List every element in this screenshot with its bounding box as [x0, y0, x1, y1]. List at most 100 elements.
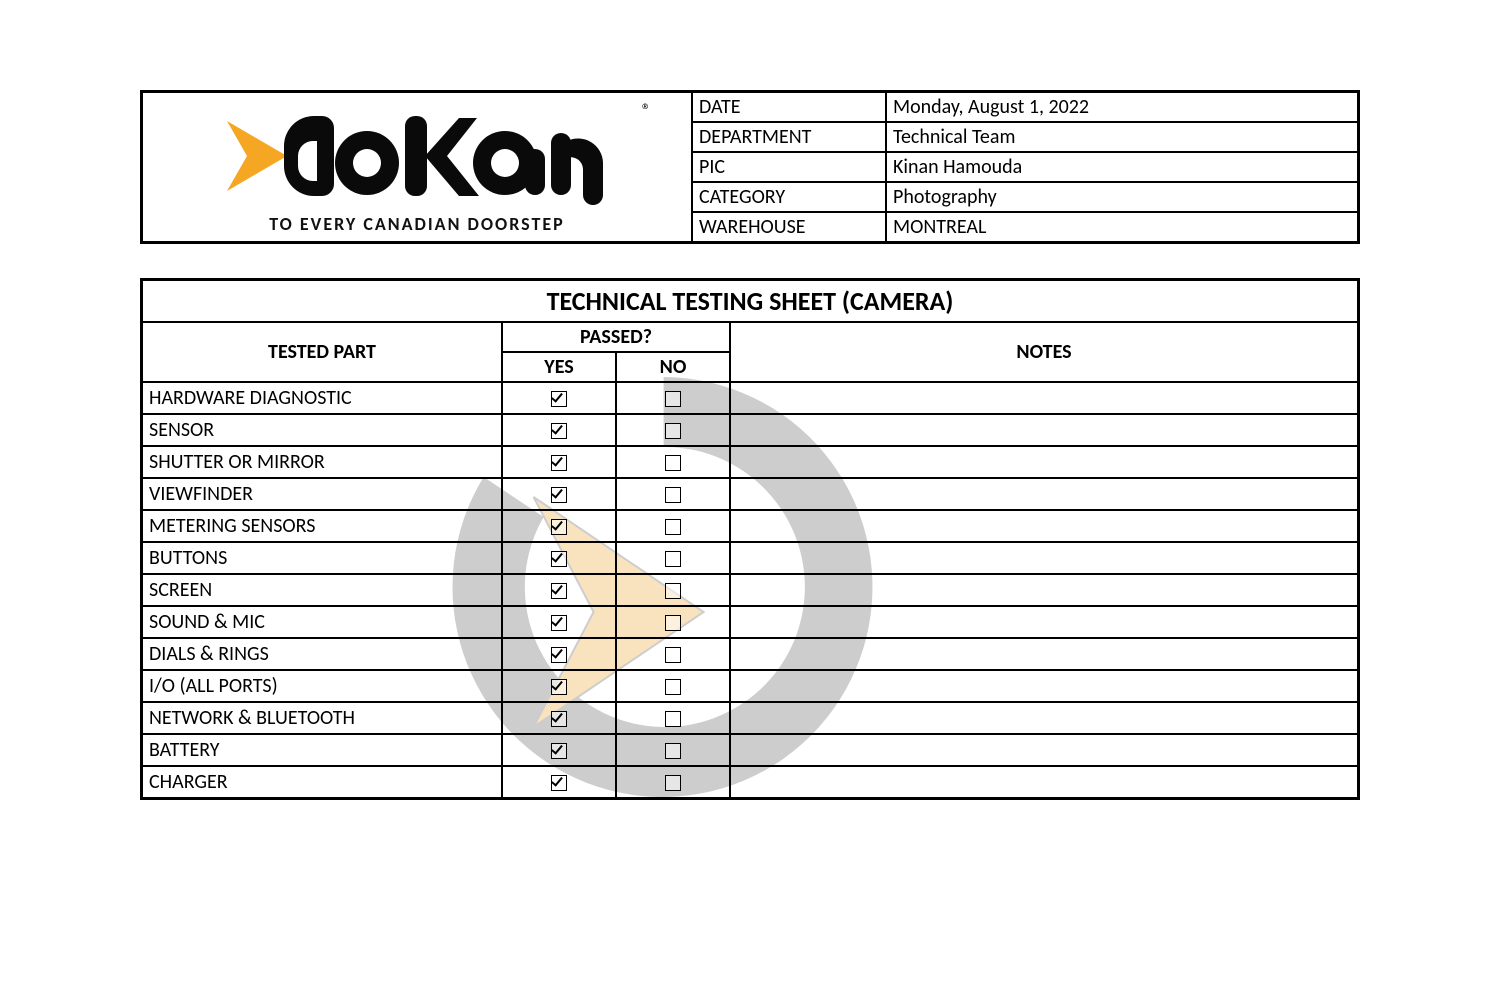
checkbox-no[interactable] — [665, 743, 681, 759]
meta-row: CATEGORYPhotography — [693, 183, 1357, 213]
checkbox-no[interactable] — [665, 679, 681, 695]
testing-table: TECHNICAL TESTING SHEET (CAMERA) TESTED … — [140, 278, 1360, 800]
no-cell[interactable] — [616, 414, 730, 446]
notes-cell[interactable] — [730, 606, 1359, 638]
notes-cell[interactable] — [730, 382, 1359, 414]
checkbox-no[interactable] — [665, 615, 681, 631]
notes-cell[interactable] — [730, 734, 1359, 766]
meta-row: DEPARTMENTTechnical Team — [693, 123, 1357, 153]
yes-cell[interactable] — [502, 542, 616, 574]
meta-value: Kinan Hamouda — [887, 153, 1357, 181]
tested-part-cell: CHARGER — [142, 766, 503, 799]
no-cell[interactable] — [616, 574, 730, 606]
checkbox-no[interactable] — [665, 487, 681, 503]
meta-table: DATEMonday, August 1, 2022DEPARTMENTTech… — [693, 93, 1357, 241]
checkbox-yes[interactable] — [551, 647, 567, 663]
notes-cell[interactable] — [730, 478, 1359, 510]
notes-cell[interactable] — [730, 702, 1359, 734]
meta-label: CATEGORY — [693, 183, 887, 211]
table-row: SENSOR — [142, 414, 1359, 446]
checkbox-no[interactable] — [665, 711, 681, 727]
meta-value: Photography — [887, 183, 1357, 211]
tested-part-cell: METERING SENSORS — [142, 510, 503, 542]
table-title: TECHNICAL TESTING SHEET (CAMERA) — [142, 280, 1359, 323]
notes-cell[interactable] — [730, 542, 1359, 574]
table-row: BUTTONS — [142, 542, 1359, 574]
yes-cell[interactable] — [502, 478, 616, 510]
table-row: SHUTTER OR MIRROR — [142, 446, 1359, 478]
tested-part-cell: I/O (ALL PORTS) — [142, 670, 503, 702]
checkbox-yes[interactable] — [551, 487, 567, 503]
yes-cell[interactable] — [502, 382, 616, 414]
checkbox-yes[interactable] — [551, 583, 567, 599]
meta-row: PICKinan Hamouda — [693, 153, 1357, 183]
header-block: ® — [140, 90, 1360, 244]
checkbox-no[interactable] — [665, 775, 681, 791]
tested-part-cell: SHUTTER OR MIRROR — [142, 446, 503, 478]
yes-cell[interactable] — [502, 574, 616, 606]
no-cell[interactable] — [616, 670, 730, 702]
checkbox-no[interactable] — [665, 551, 681, 567]
notes-cell[interactable] — [730, 510, 1359, 542]
checkbox-yes[interactable] — [551, 423, 567, 439]
no-cell[interactable] — [616, 734, 730, 766]
tested-part-cell: SCREEN — [142, 574, 503, 606]
checkbox-yes[interactable] — [551, 743, 567, 759]
notes-cell[interactable] — [730, 766, 1359, 799]
table-title-row: TECHNICAL TESTING SHEET (CAMERA) — [142, 280, 1359, 323]
yes-cell[interactable] — [502, 734, 616, 766]
yes-cell[interactable] — [502, 766, 616, 799]
checkbox-yes[interactable] — [551, 391, 567, 407]
yes-cell[interactable] — [502, 638, 616, 670]
meta-value: Monday, August 1, 2022 — [887, 93, 1357, 121]
page: ® — [0, 0, 1500, 800]
table-row: I/O (ALL PORTS) — [142, 670, 1359, 702]
no-cell[interactable] — [616, 638, 730, 670]
checkbox-yes[interactable] — [551, 679, 567, 695]
col-notes: NOTES — [730, 322, 1359, 382]
meta-label: WAREHOUSE — [693, 213, 887, 241]
checkbox-no[interactable] — [665, 455, 681, 471]
table-row: METERING SENSORS — [142, 510, 1359, 542]
meta-label: DEPARTMENT — [693, 123, 887, 151]
yes-cell[interactable] — [502, 510, 616, 542]
checkbox-no[interactable] — [665, 519, 681, 535]
checkbox-yes[interactable] — [551, 775, 567, 791]
no-cell[interactable] — [616, 542, 730, 574]
notes-cell[interactable] — [730, 446, 1359, 478]
notes-cell[interactable] — [730, 638, 1359, 670]
no-cell[interactable] — [616, 446, 730, 478]
tested-part-cell: NETWORK & BLUETOOTH — [142, 702, 503, 734]
table-row: VIEWFINDER — [142, 478, 1359, 510]
notes-cell[interactable] — [730, 670, 1359, 702]
col-tested-part: TESTED PART — [142, 322, 503, 382]
checkbox-yes[interactable] — [551, 519, 567, 535]
meta-value: Technical Team — [887, 123, 1357, 151]
no-cell[interactable] — [616, 478, 730, 510]
notes-cell[interactable] — [730, 574, 1359, 606]
checkbox-yes[interactable] — [551, 455, 567, 471]
checkbox-yes[interactable] — [551, 711, 567, 727]
checkbox-no[interactable] — [665, 583, 681, 599]
tested-part-cell: HARDWARE DIAGNOSTIC — [142, 382, 503, 414]
checkbox-no[interactable] — [665, 647, 681, 663]
yes-cell[interactable] — [502, 606, 616, 638]
no-cell[interactable] — [616, 382, 730, 414]
yes-cell[interactable] — [502, 446, 616, 478]
meta-row: WAREHOUSEMONTREAL — [693, 213, 1357, 241]
no-cell[interactable] — [616, 702, 730, 734]
yes-cell[interactable] — [502, 414, 616, 446]
tested-part-cell: SOUND & MIC — [142, 606, 503, 638]
no-cell[interactable] — [616, 606, 730, 638]
tested-part-cell: DIALS & RINGS — [142, 638, 503, 670]
yes-cell[interactable] — [502, 702, 616, 734]
no-cell[interactable] — [616, 766, 730, 799]
checkbox-yes[interactable] — [551, 551, 567, 567]
yes-cell[interactable] — [502, 670, 616, 702]
no-cell[interactable] — [616, 510, 730, 542]
main-table-wrap: TECHNICAL TESTING SHEET (CAMERA) TESTED … — [140, 278, 1360, 800]
checkbox-no[interactable] — [665, 391, 681, 407]
notes-cell[interactable] — [730, 414, 1359, 446]
checkbox-yes[interactable] — [551, 615, 567, 631]
checkbox-no[interactable] — [665, 423, 681, 439]
